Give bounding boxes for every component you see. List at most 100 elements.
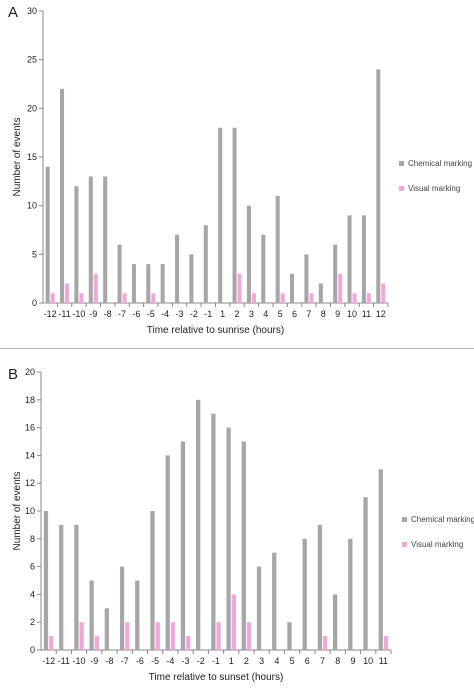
chart-a-bar-chemical (117, 244, 122, 303)
chart-b-bar-visual (246, 622, 252, 650)
chart-b-bar-visual (231, 594, 236, 650)
chart-b-x-axis-title: Time relative to sunset (hours) (149, 672, 284, 683)
chart-b-bar-chemical (165, 455, 170, 650)
chart-b-x-tick-label: -7 (121, 656, 129, 666)
chart-a-y-tick-label: 5 (32, 249, 37, 259)
chart-b-y-tick-label: 12 (25, 478, 35, 488)
chart-a-bar-chemical (160, 264, 165, 303)
chart-b-bar-visual (94, 636, 100, 650)
chart-a-bar-chemical (189, 254, 194, 303)
chart-a-bar-chemical (376, 69, 381, 304)
chart-b-bar-chemical (241, 441, 246, 650)
chart-b-x-tick-label: -12 (42, 656, 55, 666)
chart-a-bar-visual (151, 293, 156, 303)
chart-b-bar-visual (49, 636, 54, 650)
chart-a-x-tick-label: -1 (204, 309, 212, 319)
chart-a-legend-swatch (399, 186, 404, 191)
chart-a-x-tick-label: 10 (347, 309, 357, 319)
chart-b-y-tick-label: 8 (30, 534, 35, 544)
chart-b-legend-swatch (402, 517, 407, 522)
chart-a-bar-chemical (88, 176, 93, 303)
chart-b-bar-chemical (74, 524, 79, 650)
chart-a-x-tick-label: 12 (376, 309, 386, 319)
chart-b-x-tick-label: 2 (244, 656, 249, 666)
chart-a-bar-visual (381, 283, 386, 303)
chart-a-bar-chemical (261, 234, 266, 303)
chart-b-y-tick-label: 10 (25, 506, 35, 516)
chart-b-bar-chemical (302, 538, 307, 650)
chart-a-x-tick-label: 2 (235, 309, 240, 319)
chart-b-x-tick-label: 8 (335, 656, 340, 666)
chart-a-bar-visual (122, 293, 127, 303)
chart-b-bar-chemical (43, 511, 49, 650)
chart-a-bar-chemical (275, 195, 280, 303)
chart-a-y-tick-label: 25 (27, 55, 37, 65)
chart-b-bar-visual (79, 622, 84, 650)
chart-a-bar-chemical (290, 273, 295, 303)
chart-b-x-tick-label: -3 (182, 656, 190, 666)
chart-b-bar-chemical (317, 524, 323, 650)
chart-a-bar-chemical (246, 205, 251, 303)
chart-b-x-tick-label: -6 (136, 656, 144, 666)
chart-b-x-tick-label: -2 (197, 656, 205, 666)
chart-panel-a: A 0 5 10 15 20 25 30 -12 -11 -10 -9 -8 -7 -6 -5 -4 -3 -2-… (8, 4, 472, 336)
chart-b-bar-visual (323, 636, 328, 650)
chart-a-bar-visual (251, 293, 256, 303)
chart-a-bar-chemical (45, 166, 50, 303)
chart-b-bar-chemical (135, 580, 140, 650)
chart-b-y-tick-label: 20 (25, 367, 35, 377)
chart-b-legend-label: Chemical marking (411, 515, 474, 524)
chart-a-bar-visual (79, 293, 84, 303)
chart-a-bar-chemical (203, 225, 208, 303)
chart-a-bar-visual (352, 293, 357, 303)
chart-b-x-tick-label: 5 (290, 656, 295, 666)
chart-a-x-tick-label: 4 (263, 309, 268, 319)
chart-a-x-tick-label: 3 (249, 309, 254, 319)
chart-b-x-tick-label: -8 (105, 656, 113, 666)
chart-panel-b: B 0 2 4 6 8 10 12 14 16 18 20 -12 -11 -10 -9 -8 -7 -6 -5 -4… (0, 362, 474, 692)
panel-letter-a: A (8, 4, 19, 21)
chart-b-y-tick-label: 18 (25, 395, 35, 405)
chart-b-bar-chemical (287, 622, 292, 650)
chart-a-x-axis-title: Time relative to sunrise (hours) (147, 325, 284, 336)
chart-b-x-tick-label: -11 (58, 656, 70, 666)
chart-a-x-tick-label: 7 (306, 309, 311, 319)
chart-a-x-tick-label: -10 (72, 309, 85, 319)
chart-b-x-tick-label: 7 (320, 656, 325, 666)
chart-a-bar-visual (50, 293, 55, 303)
chart-b-y-tick-label: 14 (25, 450, 35, 460)
chart-a-y-tick-label: 0 (32, 298, 37, 308)
chart-a-bar-chemical (347, 215, 352, 303)
chart-a-y-tick-label: 15 (27, 152, 37, 162)
chart-a-x-tick-label: 8 (321, 309, 326, 319)
chart-a-y-tick-label: 30 (27, 6, 37, 16)
chart-a-x-tick-label: 11 (362, 309, 371, 319)
chart-a-x-tick-label: -5 (147, 309, 155, 319)
chart-a-bar-chemical (74, 186, 79, 303)
chart-a-x-tick-label: -7 (118, 309, 126, 319)
chart-b-x-tick-label: -5 (151, 656, 159, 666)
panel-divider (0, 348, 474, 362)
chart-a-bar-chemical (361, 215, 366, 303)
chart-a-bar-chemical (146, 264, 151, 303)
chart-b-bar-chemical (59, 524, 64, 650)
chart-a-bar-visual (280, 293, 285, 303)
chart-b-y-axis-title: Number of events (12, 472, 23, 551)
chart-b-bar-visual (155, 622, 160, 650)
panel-letter-b: B (8, 366, 19, 383)
chart-a-bar-chemical (60, 88, 65, 303)
chart-b-legend-swatch (402, 542, 407, 547)
chart-a-x-tick-label: 5 (278, 309, 283, 319)
chart-b-bar-chemical (256, 566, 262, 650)
chart-b-bar-chemical (150, 511, 155, 650)
chart-b-y-tick-label: 6 (30, 562, 35, 572)
chart-b-x-tick-label: 6 (305, 656, 310, 666)
chart-b-bar-visual (125, 622, 130, 650)
chart-b-x-tick-label: 11 (379, 656, 388, 666)
chart-b-bar-chemical (348, 538, 353, 650)
chart-b-x-tick-label: -10 (73, 656, 86, 666)
chart-a-x-tick-label: -3 (176, 309, 184, 319)
chart-a-bar-chemical (175, 234, 180, 303)
chart-b-bar-chemical (104, 608, 109, 650)
